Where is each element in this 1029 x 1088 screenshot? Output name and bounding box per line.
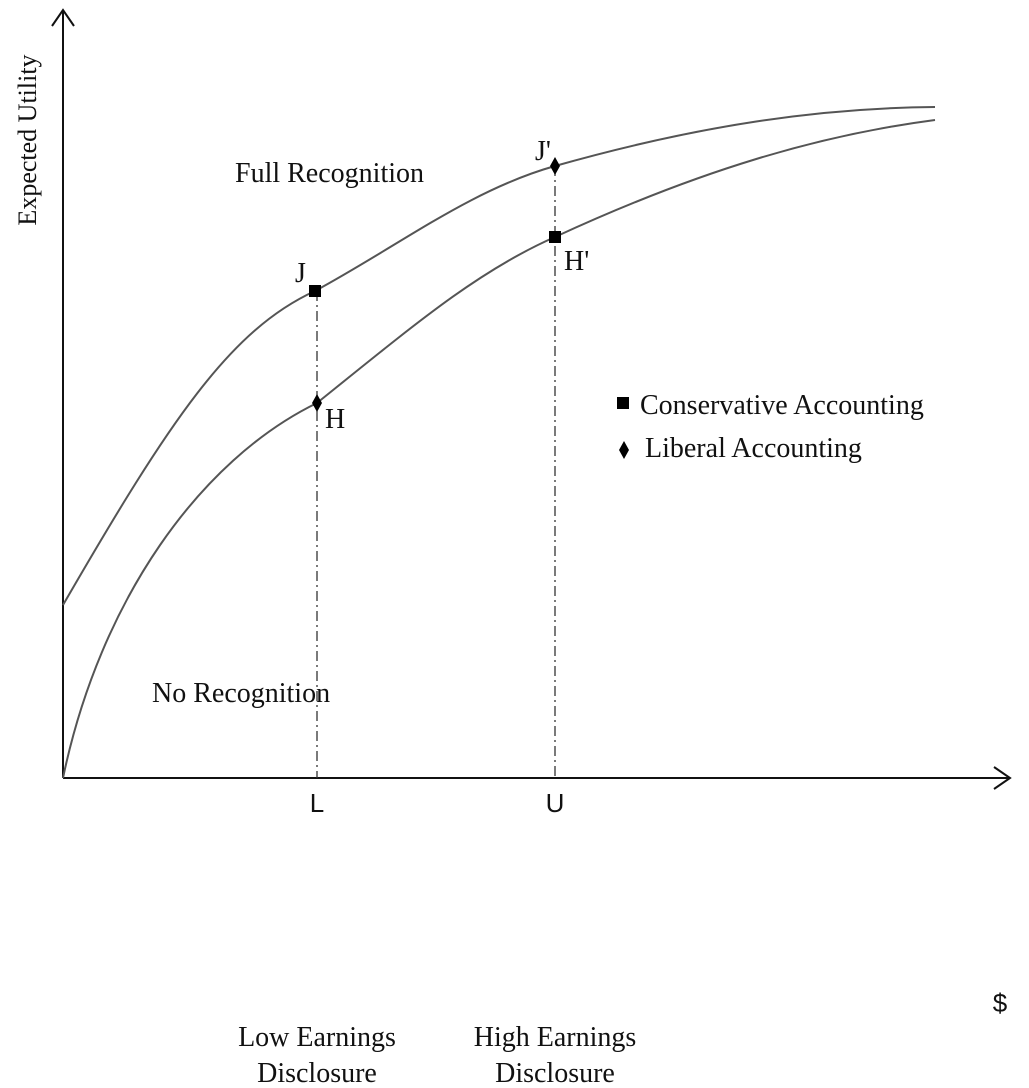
x-marker-caption: High Earnings <box>474 1022 637 1053</box>
x-marker-caption: Disclosure <box>257 1058 377 1088</box>
point-diamond <box>550 157 560 175</box>
point-diamond <box>312 394 322 412</box>
legend-diamond <box>619 441 629 459</box>
point-label: H <box>325 404 345 435</box>
point-square <box>549 231 561 243</box>
point-square <box>309 285 321 297</box>
curve-label: No Recognition <box>152 678 330 709</box>
point-label: H' <box>564 246 589 277</box>
y-axis-label: Expected Utility <box>13 54 42 225</box>
point-label: J' <box>535 136 551 167</box>
x-marker-label: L <box>310 788 324 818</box>
x-marker-caption: Low Earnings <box>238 1022 396 1053</box>
x-axis-label: $ <box>993 988 1008 1018</box>
curve-label: Full Recognition <box>235 158 424 189</box>
x-axis <box>63 766 1012 790</box>
legend-entry: Conservative Accounting <box>640 390 924 421</box>
x-marker-caption: Disclosure <box>495 1058 615 1088</box>
full-recognition-curve <box>62 106 936 606</box>
y-axis <box>51 8 75 778</box>
point-label: J <box>295 258 306 289</box>
x-marker-label: U <box>546 788 565 818</box>
no-recognition-curve <box>62 119 936 779</box>
legend-square <box>617 397 629 409</box>
legend-entry: Liberal Accounting <box>645 433 862 464</box>
